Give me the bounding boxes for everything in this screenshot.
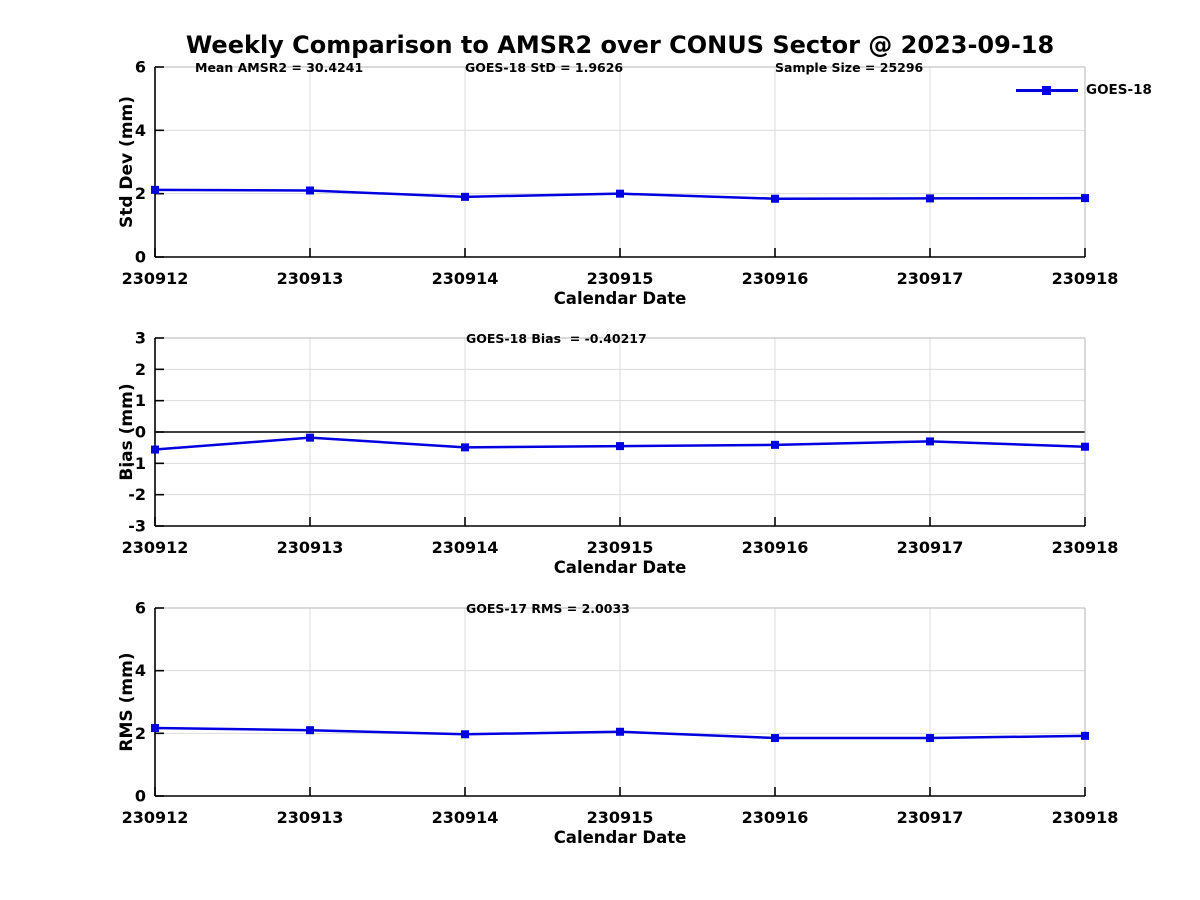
y-tick-label: 0 [135,787,146,806]
x-tick-label: 230913 [277,269,344,288]
data-point-marker [461,192,469,201]
x-tick-label: 230913 [277,808,344,827]
subplot-annotation: Sample Size = 25296 [775,60,924,75]
y-axis-label: Bias (mm) [117,383,137,480]
data-point-marker [616,727,624,736]
x-tick-label: 230914 [432,808,499,827]
subplot-annotation: Mean AMSR2 = 30.4241 [195,60,363,75]
y-tick-label: 2 [135,360,146,379]
x-tick-label: 230917 [897,808,964,827]
data-point-marker [926,194,934,203]
x-tick-label: 230916 [742,538,809,557]
data-point-marker [151,445,159,454]
x-tick-label: 230914 [432,269,499,288]
data-point-marker [151,724,159,733]
y-tick-label: 1 [135,391,146,410]
subplot-rms: 230912 230913 230914 230915 230916 230917 2309… [117,599,1118,848]
subplot-bias: 230912 230913 230914 230915 230916 230917 2309… [117,329,1118,578]
x-tick-label: 230916 [742,808,809,827]
data-point-marker [461,730,469,739]
data-point-marker [771,440,779,449]
x-axis-label: Calendar Date [554,558,687,577]
subplot-annotation: GOES-17 RMS = 2.0033 [466,601,630,616]
x-tick-label: 230918 [1052,538,1119,557]
data-point-marker [926,734,934,743]
x-axis-label: Calendar Date [554,828,687,847]
x-tick-label: 230914 [432,538,499,557]
x-tick-label: 230918 [1052,269,1119,288]
y-tick-label: 6 [135,599,146,618]
data-point-marker [616,442,624,451]
subplot-std-dev: 230912 230913 230914 230915 230916 230917 2309… [117,58,1118,309]
data-point-marker [1081,194,1089,203]
legend-line-sample [1016,85,1078,95]
data-point-marker [306,433,314,442]
y-tick-label: -2 [128,485,146,504]
legend-square-marker-icon [1042,85,1051,95]
y-tick-label: 6 [135,58,146,77]
data-point-marker [771,734,779,743]
x-tick-label: 230912 [122,538,189,557]
x-tick-label: 230917 [897,538,964,557]
data-point-marker [461,443,469,452]
x-tick-label: 230917 [897,269,964,288]
x-tick-label: 230913 [277,538,344,557]
x-tick-label: 230912 [122,808,189,827]
y-tick-label: 0 [135,248,146,267]
data-point-marker [306,186,314,195]
legend-label: GOES-18 [1086,82,1152,98]
y-tick-label: 2 [135,184,146,203]
subplot-annotation: GOES-18 StD = 1.9626 [465,60,623,75]
data-point-marker [616,189,624,198]
x-tick-label: 230915 [587,538,654,557]
subplot-annotation: GOES-18 Bias = -0.40217 [466,331,647,346]
x-tick-label: 230915 [587,808,654,827]
legend: GOES-18 [1016,82,1152,98]
data-point-marker [1081,731,1089,740]
y-tick-label: -3 [128,517,146,536]
x-tick-label: 230912 [122,269,189,288]
y-tick-label: 0 [135,423,146,442]
x-tick-label: 230916 [742,269,809,288]
chart-title: Weekly Comparison to AMSR2 over CONUS Se… [185,31,1055,59]
y-tick-label: 2 [135,724,146,743]
data-point-marker [1081,442,1089,451]
data-point-marker [151,185,159,194]
data-point-marker [771,194,779,203]
data-point-marker [306,726,314,735]
y-axis-label: RMS (mm) [117,652,137,751]
y-axis-label: Std Dev (mm) [117,96,137,228]
x-axis-label: Calendar Date [554,289,687,308]
data-point-marker [926,437,934,446]
y-tick-label: 4 [135,661,146,680]
y-tick-label: 3 [135,329,146,348]
x-tick-label: 230915 [587,269,654,288]
y-tick-label: -1 [128,454,146,473]
y-tick-label: 4 [135,121,146,140]
x-tick-label: 230918 [1052,808,1119,827]
